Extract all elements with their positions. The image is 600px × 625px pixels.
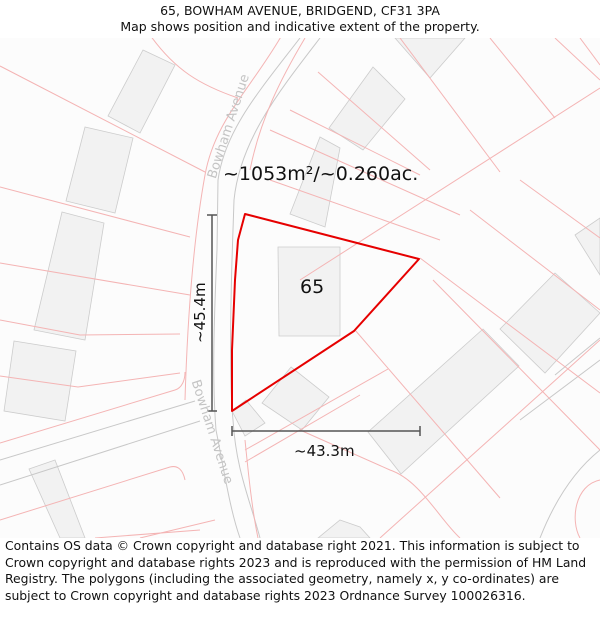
copyright-notice: Contains OS data © Crown copyright and d…: [5, 538, 587, 603]
height-measure-label: ~45.4m: [191, 282, 209, 343]
road-edges: [0, 38, 600, 538]
property-boundary: [231, 213, 420, 412]
buildings: [3, 38, 600, 538]
area-label: ~1053m²/~0.260ac.: [223, 163, 419, 185]
property-address: 65, BOWHAM AVENUE, BRIDGEND, CF31 3PA: [160, 3, 440, 18]
map-canvas: [0, 38, 600, 538]
map-header: 65, BOWHAM AVENUE, BRIDGEND, CF31 3PA Ma…: [0, 0, 600, 38]
property-map[interactable]: Bowham Avenue Bowham Avenue ~1053m²/~0.2…: [0, 38, 600, 538]
width-measure-label: ~43.3m: [294, 442, 355, 460]
house-number-label: 65: [300, 276, 325, 298]
parcel-lines: [0, 38, 600, 538]
map-subtitle: Map shows position and indicative extent…: [120, 19, 480, 34]
measure-lines: [207, 214, 421, 436]
